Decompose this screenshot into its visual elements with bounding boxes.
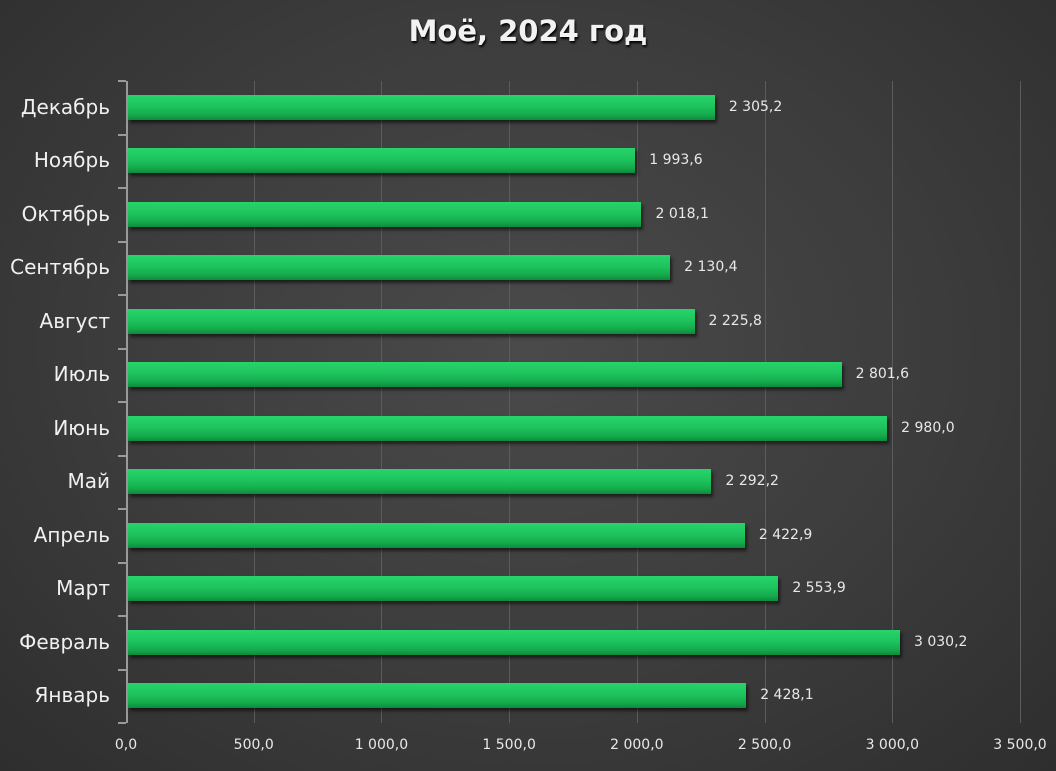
bar	[128, 201, 642, 227]
x-tick-label: 2 500,0	[737, 737, 792, 753]
bar	[128, 255, 671, 281]
bar	[128, 629, 900, 655]
gridline	[636, 81, 638, 723]
x-tick-label: 1 000,0	[354, 737, 409, 753]
bar	[128, 576, 779, 602]
gridline	[892, 81, 894, 723]
value-label: 2 225,8	[708, 312, 762, 329]
x-tick-label: 2 000,0	[610, 737, 664, 753]
category-label: Октябрь	[21, 201, 110, 226]
y-tick	[118, 508, 126, 510]
value-label: 2 292,2	[725, 473, 779, 490]
value-label: 3 030,2	[913, 633, 968, 650]
x-tick-label: 1 500,0	[482, 737, 536, 753]
category-label: Май	[67, 469, 110, 494]
category-label: Апрель	[33, 522, 110, 547]
category-label: Январь	[34, 683, 111, 708]
y-tick	[118, 133, 126, 136]
y-tick	[118, 454, 126, 457]
bar	[128, 469, 712, 495]
bar	[128, 148, 636, 174]
chart-title: Моё, 2024 год	[408, 14, 648, 48]
gridline	[1020, 81, 1021, 723]
value-label: 2 980,0	[901, 419, 955, 436]
value-label: 2 801,6	[855, 366, 910, 383]
value-label: 2 130,4	[684, 259, 738, 276]
y-tick	[118, 240, 126, 243]
category-label: Август	[39, 308, 110, 333]
category-label: Декабрь	[20, 94, 110, 119]
y-tick	[118, 615, 126, 617]
gridline	[509, 81, 511, 723]
value-label: 2 422,9	[758, 526, 813, 543]
gridline	[381, 81, 383, 723]
y-tick	[118, 347, 126, 350]
value-label: 2 428,1	[760, 687, 814, 704]
y-tick	[118, 401, 126, 403]
category-label: Ноябрь	[33, 148, 110, 173]
value-label: 2 553,9	[792, 580, 846, 597]
x-tick-label: 500,0	[233, 737, 274, 753]
bar	[128, 415, 888, 441]
x-tick-label: 3 000,0	[865, 737, 919, 753]
bar	[128, 522, 745, 548]
y-tick	[118, 561, 126, 564]
gridline	[764, 81, 766, 723]
category-label: Сентябрь	[10, 255, 110, 280]
category-label: Июнь	[53, 415, 110, 440]
category-label: Февраль	[19, 629, 110, 654]
value-label: 2 018,1	[655, 205, 709, 222]
value-label: 2 305,2	[728, 98, 783, 115]
y-tick	[118, 294, 126, 296]
y-tick	[118, 668, 126, 671]
y-axis	[122, 81, 128, 723]
plot-area	[126, 81, 1021, 723]
category-label: Март	[56, 576, 110, 601]
y-tick	[118, 80, 126, 82]
gridline	[253, 81, 255, 723]
x-tick-label: 3 500,0	[993, 737, 1047, 753]
y-tick	[118, 187, 126, 189]
value-label: 1 993,6	[649, 152, 703, 169]
bar	[128, 683, 747, 709]
y-tick	[118, 722, 126, 724]
category-label: Июль	[53, 362, 110, 387]
bar	[128, 362, 842, 388]
bar	[128, 94, 715, 120]
x-tick-label: 0,0	[114, 737, 138, 753]
bar	[128, 308, 695, 334]
